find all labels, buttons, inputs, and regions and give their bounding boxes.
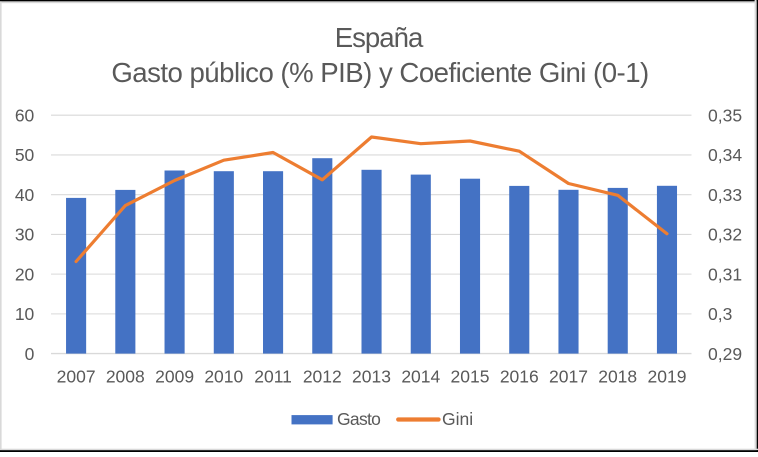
svg-text:2009: 2009 [155,367,194,387]
svg-text:2012: 2012 [303,367,342,387]
svg-text:2007: 2007 [57,367,96,387]
svg-text:2016: 2016 [500,367,539,387]
svg-text:2008: 2008 [106,367,145,387]
svg-text:2011: 2011 [254,367,292,387]
svg-text:40: 40 [15,185,35,205]
svg-text:2019: 2019 [648,367,687,387]
svg-text:2017: 2017 [549,367,588,387]
svg-text:50: 50 [15,145,35,165]
svg-text:60: 60 [15,105,35,125]
svg-text:20: 20 [15,264,35,284]
svg-text:Gasto: Gasto [337,409,380,429]
svg-text:2010: 2010 [204,367,243,387]
svg-text:0,3: 0,3 [708,304,732,324]
svg-text:0,34: 0,34 [708,145,742,165]
svg-text:0,32: 0,32 [708,225,742,245]
svg-text:Gasto público (% PIB) y Coefic: Gasto público (% PIB) y Coeficiente Gini… [111,57,648,88]
svg-text:0,29: 0,29 [708,344,742,364]
svg-text:2014: 2014 [401,367,440,387]
svg-text:10: 10 [15,304,35,324]
svg-text:2015: 2015 [451,367,490,387]
svg-text:0,31: 0,31 [708,264,742,284]
svg-text:2018: 2018 [598,367,637,387]
svg-text:0,35: 0,35 [708,105,742,125]
svg-text:2013: 2013 [352,367,391,387]
svg-text:Gini: Gini [442,409,473,429]
svg-text:0,33: 0,33 [708,185,742,205]
svg-text:0: 0 [25,344,35,364]
svg-text:30: 30 [15,225,35,245]
svg-text:España: España [335,22,424,53]
